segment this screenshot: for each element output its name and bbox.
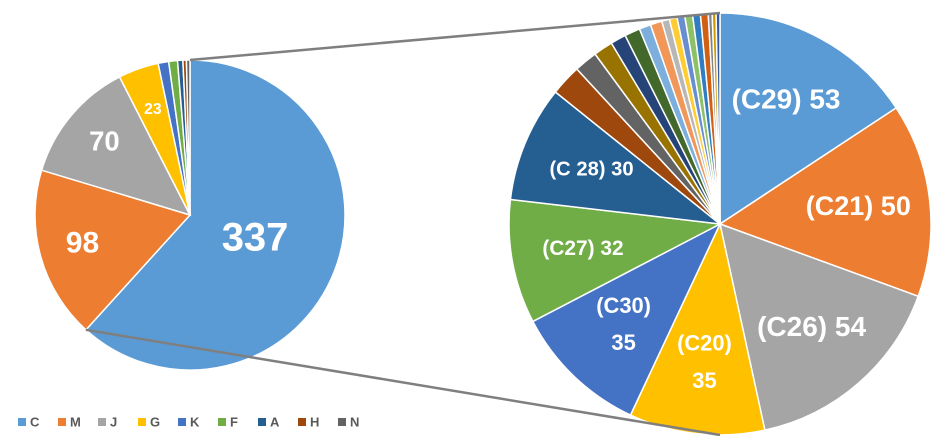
pie-slice	[718, 222, 920, 432]
legend-swatch	[138, 418, 146, 426]
data-label-group: (C26) 54	[757, 311, 866, 342]
category-label: (C30)	[596, 293, 651, 318]
category-label: (C29)	[732, 84, 802, 115]
data-label: 23	[144, 101, 162, 118]
legend-swatch	[178, 418, 186, 426]
category-label: (C27)	[542, 237, 594, 260]
pie-slice	[34, 169, 192, 331]
legend-swatch	[258, 418, 266, 426]
pie-slice	[185, 59, 191, 216]
pie-slice	[531, 222, 722, 417]
category-label: (C26)	[757, 311, 827, 342]
data-label-group: (C27) 32	[542, 237, 623, 260]
connectors	[85, 11, 721, 437]
category-label: (C 28)	[549, 159, 605, 181]
legend-label: N	[350, 414, 359, 429]
legend-label: M	[70, 414, 81, 429]
pie-slice	[719, 12, 898, 226]
data-label: 35	[692, 368, 716, 393]
category-label: (C20)	[677, 331, 732, 356]
data-label: 53	[809, 84, 840, 115]
data-label: 337	[222, 216, 289, 260]
legend-label: K	[190, 414, 200, 429]
data-label: 32	[600, 237, 623, 260]
pie-slice	[508, 198, 723, 323]
legend-label: A	[270, 414, 280, 429]
data-label: 50	[881, 191, 911, 221]
legend-label: C	[30, 414, 40, 429]
category-label: (C21)	[806, 191, 874, 221]
legend-swatch	[58, 418, 66, 426]
connector-line	[189, 11, 721, 62]
data-label: 30	[611, 159, 633, 181]
legend-label: F	[230, 414, 238, 429]
legend-label: G	[150, 414, 160, 429]
pie-slice	[629, 221, 766, 436]
pie-slice	[509, 90, 723, 226]
data-label: 98	[66, 227, 99, 260]
legend-swatch	[18, 418, 26, 426]
legend-swatch	[218, 418, 226, 426]
legend-swatch	[338, 418, 346, 426]
data-label-group: (C21) 50	[806, 191, 911, 221]
connector-line	[85, 328, 721, 437]
legend-label: J	[110, 414, 117, 429]
data-label: 35	[611, 330, 635, 355]
data-label-group: (C29) 53	[732, 84, 841, 115]
data-label: 54	[835, 311, 867, 342]
data-label: 70	[89, 126, 120, 157]
pie-slice	[84, 59, 346, 371]
legend-swatch	[98, 418, 106, 426]
pie-slice	[40, 75, 192, 217]
pie-slice	[718, 106, 932, 298]
legend-label: H	[310, 414, 319, 429]
legend-swatch	[298, 418, 306, 426]
data-label-group: (C 28) 30	[549, 159, 633, 181]
